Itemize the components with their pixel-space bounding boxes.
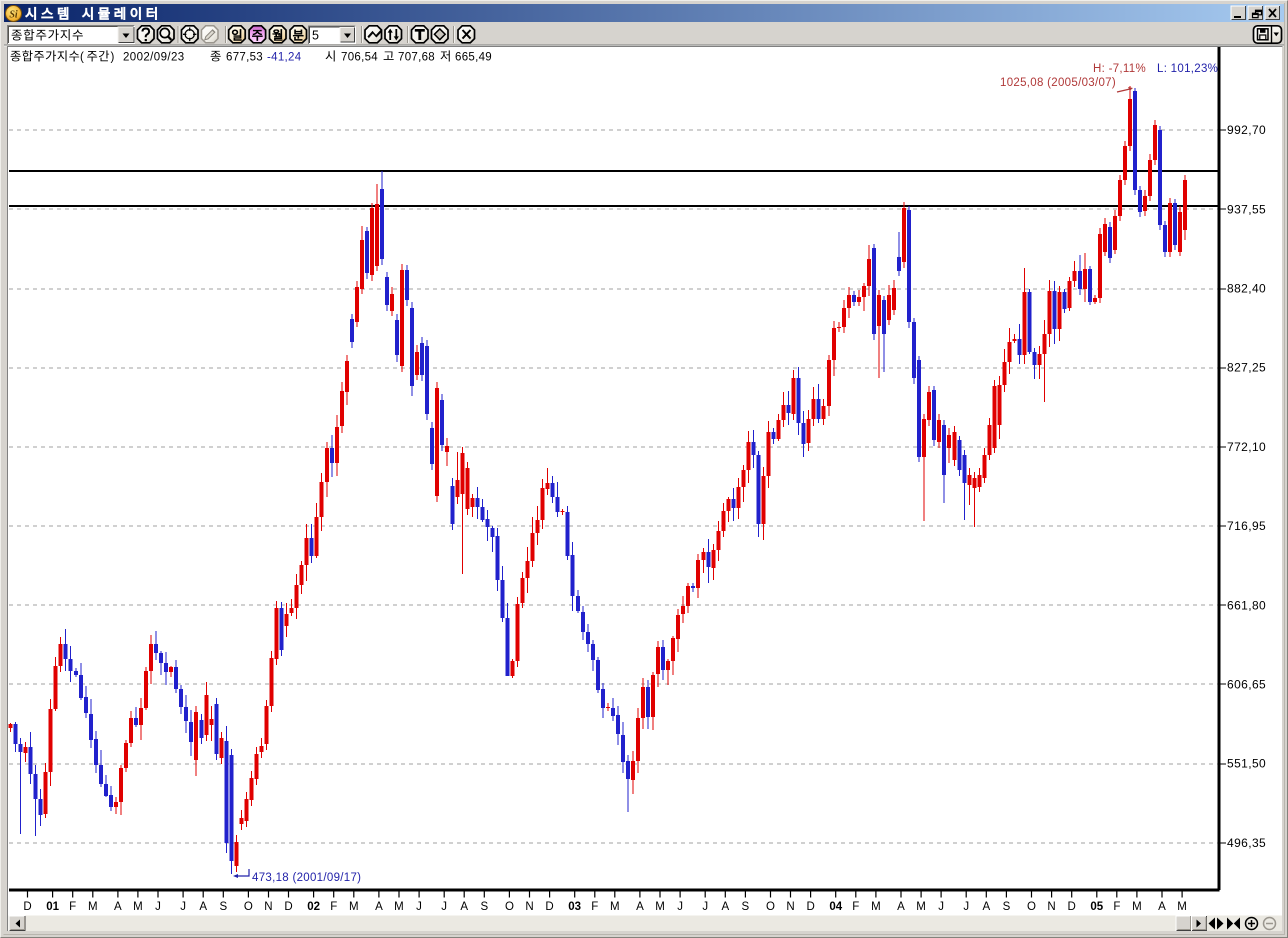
svg-text:S: S bbox=[219, 901, 227, 913]
svg-text:D: D bbox=[806, 901, 814, 913]
svg-text:J: J bbox=[677, 901, 683, 913]
svg-text:A: A bbox=[636, 901, 644, 913]
svg-text:N: N bbox=[786, 901, 794, 913]
svg-text:706,54: 706,54 bbox=[341, 52, 378, 64]
svg-text:F: F bbox=[852, 901, 859, 913]
svg-text:02: 02 bbox=[307, 901, 320, 913]
svg-text:O: O bbox=[244, 901, 253, 913]
svg-text:A: A bbox=[375, 901, 383, 913]
svg-text:551,50: 551,50 bbox=[1227, 757, 1266, 771]
svg-text:J: J bbox=[963, 901, 969, 913]
svg-text:606,65: 606,65 bbox=[1227, 678, 1266, 692]
svg-text:Si: Si bbox=[9, 10, 18, 21]
svg-text:A: A bbox=[897, 901, 905, 913]
svg-text:J: J bbox=[155, 901, 161, 913]
svg-text:O: O bbox=[1027, 901, 1036, 913]
svg-text:937,55: 937,55 bbox=[1227, 202, 1266, 216]
svg-text:05: 05 bbox=[1090, 901, 1103, 913]
svg-text:M: M bbox=[1177, 901, 1187, 913]
svg-text:F: F bbox=[330, 901, 337, 913]
svg-text:J: J bbox=[441, 901, 447, 913]
svg-text:N: N bbox=[1047, 901, 1055, 913]
svg-text:M: M bbox=[88, 901, 98, 913]
svg-text:J: J bbox=[702, 901, 708, 913]
svg-text:N: N bbox=[525, 901, 533, 913]
svg-text:A: A bbox=[982, 901, 990, 913]
svg-text:(: ( bbox=[80, 52, 84, 64]
svg-text:882,40: 882,40 bbox=[1227, 282, 1266, 296]
svg-text:D: D bbox=[23, 901, 31, 913]
svg-text:661,80: 661,80 bbox=[1227, 598, 1266, 612]
svg-text:M: M bbox=[610, 901, 620, 913]
svg-text:M: M bbox=[871, 901, 881, 913]
svg-text:473,18 (2001/09/17): 473,18 (2001/09/17) bbox=[252, 872, 361, 884]
svg-text:F: F bbox=[591, 901, 598, 913]
svg-text:992,70: 992,70 bbox=[1227, 123, 1266, 137]
svg-text:01: 01 bbox=[46, 901, 59, 913]
svg-text:5: 5 bbox=[312, 29, 319, 43]
svg-text:03: 03 bbox=[568, 901, 581, 913]
svg-text:M: M bbox=[655, 901, 665, 913]
svg-text:A: A bbox=[460, 901, 468, 913]
svg-text:S: S bbox=[480, 901, 488, 913]
svg-text:O: O bbox=[505, 901, 514, 913]
svg-text:D: D bbox=[545, 901, 553, 913]
svg-text:A: A bbox=[199, 901, 207, 913]
svg-text:N: N bbox=[264, 901, 272, 913]
svg-text:665,49: 665,49 bbox=[455, 52, 492, 64]
svg-text:D: D bbox=[284, 901, 292, 913]
svg-text:-41,24: -41,24 bbox=[267, 52, 302, 64]
svg-text:J: J bbox=[416, 901, 422, 913]
svg-text:A: A bbox=[1158, 901, 1166, 913]
svg-text:496,35: 496,35 bbox=[1227, 836, 1266, 850]
svg-text:A: A bbox=[721, 901, 729, 913]
svg-text:M: M bbox=[394, 901, 404, 913]
svg-text:F: F bbox=[69, 901, 76, 913]
svg-text:716,95: 716,95 bbox=[1227, 519, 1266, 533]
svg-text:D: D bbox=[1068, 901, 1076, 913]
svg-text:772,10: 772,10 bbox=[1227, 440, 1266, 454]
svg-text:L: 101,23%: L: 101,23% bbox=[1157, 63, 1218, 75]
svg-text:2002/09/23: 2002/09/23 bbox=[123, 52, 185, 64]
svg-text:M: M bbox=[133, 901, 143, 913]
svg-text:M: M bbox=[916, 901, 926, 913]
svg-text:M: M bbox=[349, 901, 359, 913]
svg-text:827,25: 827,25 bbox=[1227, 361, 1266, 375]
svg-text:): ) bbox=[111, 52, 115, 64]
svg-text:J: J bbox=[938, 901, 944, 913]
svg-text:S: S bbox=[1003, 901, 1011, 913]
svg-text:A: A bbox=[114, 901, 122, 913]
svg-text:677,53: 677,53 bbox=[226, 52, 263, 64]
svg-text:O: O bbox=[766, 901, 775, 913]
svg-text:H: -7,11%: H: -7,11% bbox=[1093, 63, 1146, 75]
svg-text:1025,08 (2005/03/07): 1025,08 (2005/03/07) bbox=[1000, 77, 1116, 89]
svg-text:707,68: 707,68 bbox=[398, 52, 435, 64]
svg-text:F: F bbox=[1113, 901, 1120, 913]
svg-text:S: S bbox=[742, 901, 750, 913]
svg-text:04: 04 bbox=[829, 901, 842, 913]
svg-text:M: M bbox=[1132, 901, 1142, 913]
svg-text:J: J bbox=[180, 901, 186, 913]
